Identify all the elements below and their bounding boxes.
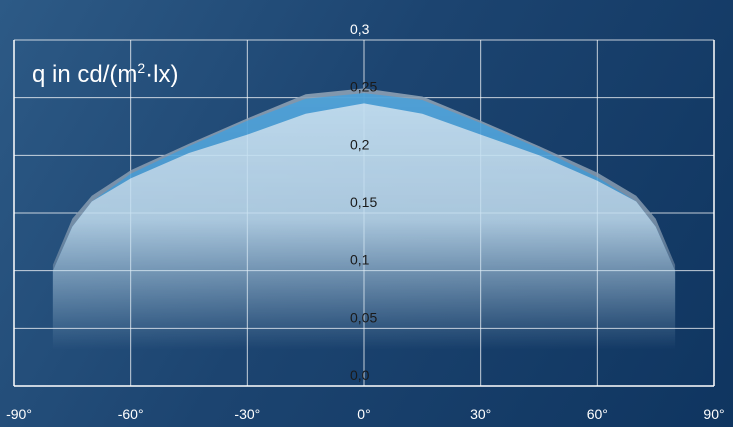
y-tick-label: 0,3 xyxy=(350,21,370,37)
plot-frame xyxy=(13,40,715,387)
y-tick-label: 0,2 xyxy=(350,136,370,152)
x-tick-label: 0° xyxy=(357,406,370,422)
y-axis-unit-label: q in cd/(m2·lx) xyxy=(32,60,179,88)
y-tick-label: 0,1 xyxy=(350,252,370,268)
y-tick-label: 0,05 xyxy=(350,309,377,325)
x-tick-label: -60° xyxy=(118,406,144,422)
y-tick-label: 0,0 xyxy=(350,367,370,383)
x-tick-label: 60° xyxy=(587,406,608,422)
x-tick-label: 30° xyxy=(470,406,491,422)
y-tick-label: 0,25 xyxy=(350,79,377,95)
x-tick-label: -30° xyxy=(234,406,260,422)
y-tick-label: 0,15 xyxy=(350,194,377,210)
plot-areas xyxy=(52,88,676,387)
x-tick-label: 90° xyxy=(703,406,724,422)
y-tick-labels: 0,0 0,05 0,1 0,15 0,2 0,25 0,3 xyxy=(350,21,377,383)
area-series-3 xyxy=(52,103,676,387)
x-tick-labels: -90° -60° -30° 0° 30° 60° 90° xyxy=(6,406,725,422)
x-tick-label: -90° xyxy=(6,406,32,422)
